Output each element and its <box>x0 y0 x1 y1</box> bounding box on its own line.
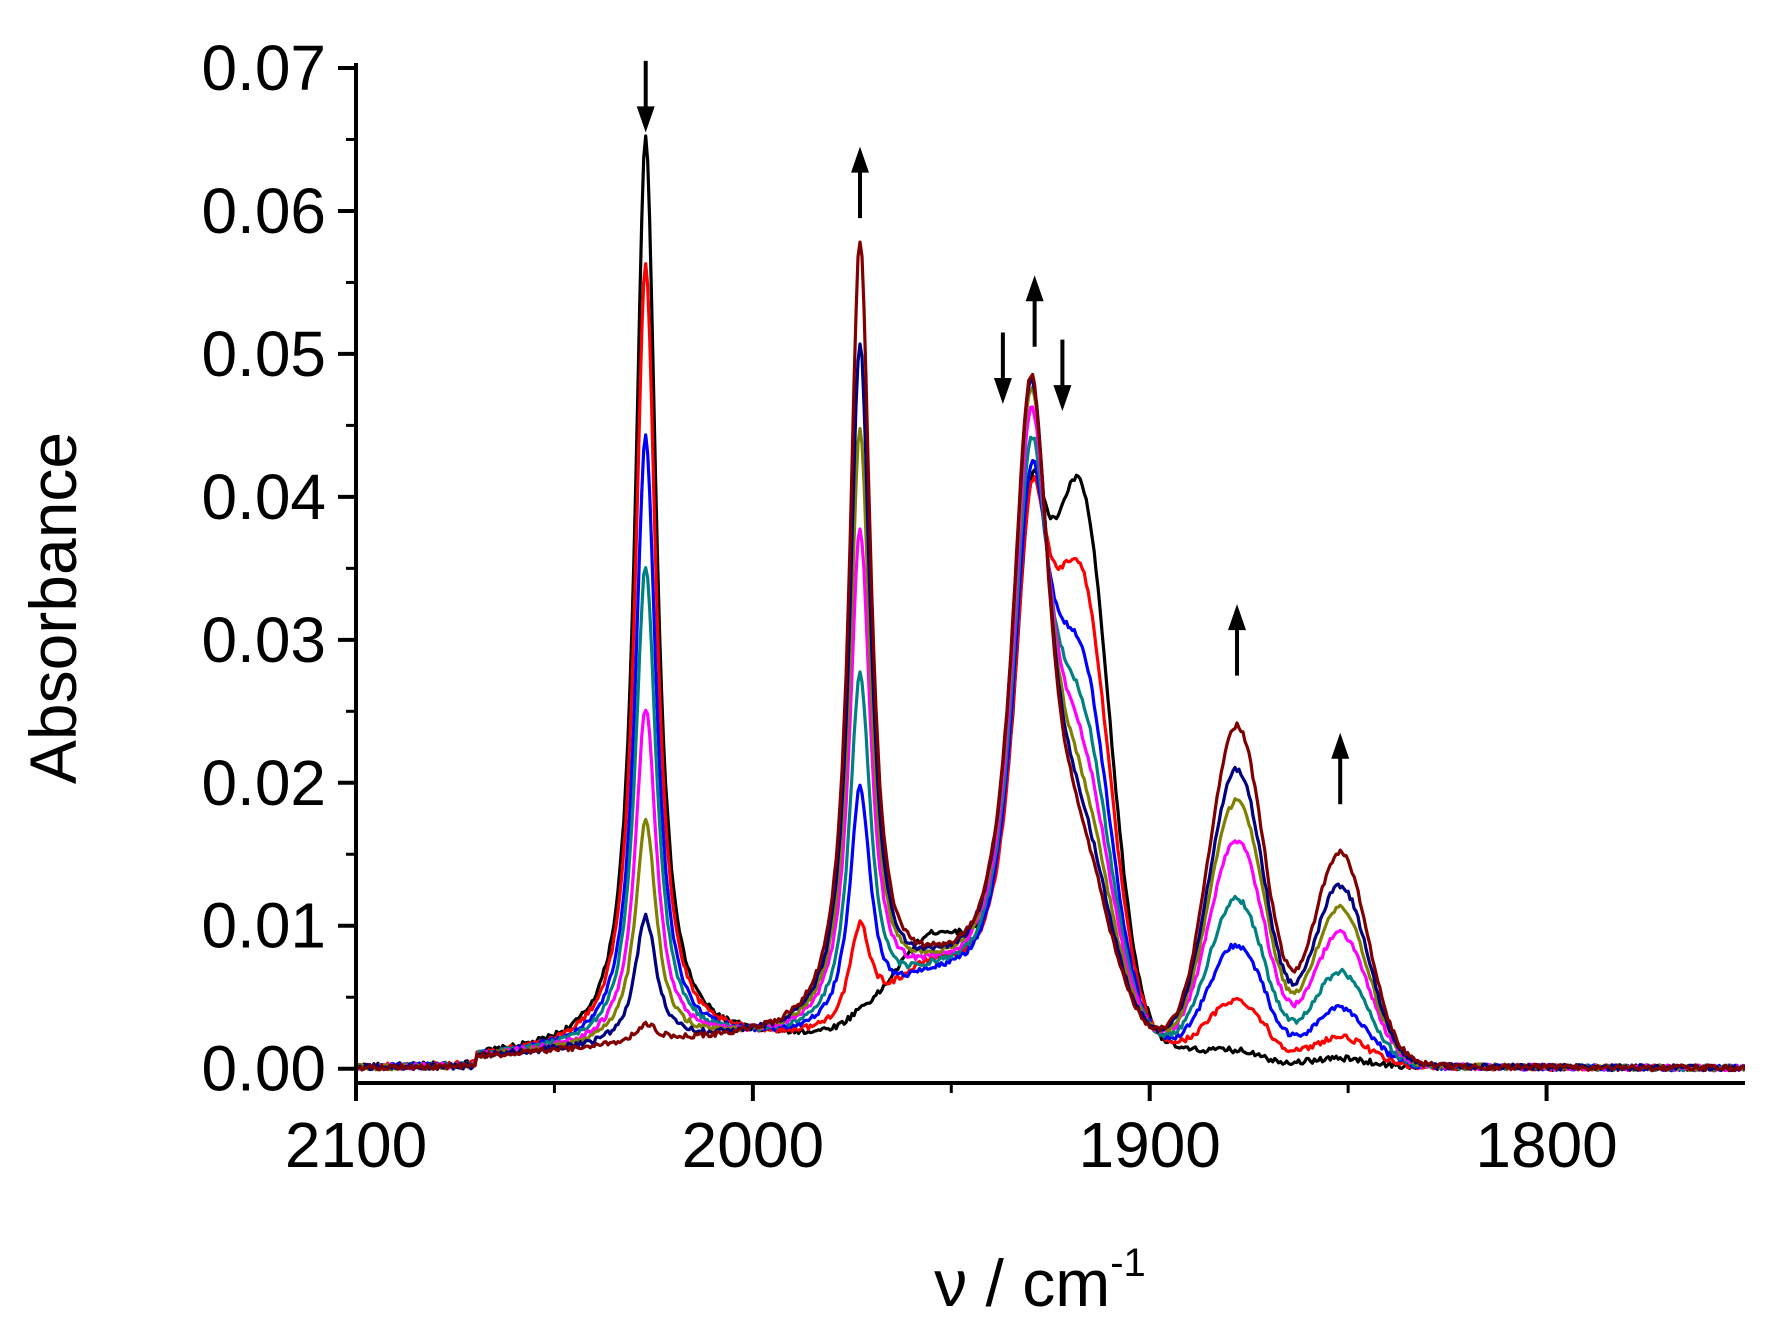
x-tick-label: 1800 <box>1475 1109 1617 1181</box>
series-line-2 <box>355 262 1745 1073</box>
y-tick-label: 0.06 <box>201 175 326 247</box>
x-tick-label: 1900 <box>1079 1109 1221 1181</box>
x-tick-label: 2000 <box>682 1109 824 1181</box>
y-tick-label: 0.02 <box>201 747 326 819</box>
y-tick-label: 0.03 <box>201 604 326 676</box>
y-tick-label: 0.05 <box>201 318 326 390</box>
arrow-up-2 <box>851 146 870 219</box>
x-axis-label: ν / cm-1 <box>934 1241 1146 1319</box>
spectrum-series <box>354 134 1745 1073</box>
series-line-3 <box>355 433 1745 1073</box>
x-tick-label: 2100 <box>285 1109 427 1181</box>
series-line-8 <box>355 240 1745 1073</box>
arrow-down-5 <box>1053 339 1072 412</box>
arrow-down-3 <box>993 332 1012 404</box>
y-tick-label: 0.07 <box>201 32 326 104</box>
y-tick-label: 0.01 <box>201 890 326 962</box>
tick-labels: 0.00 0.01 0.02 0.03 0.04 0.05 0.06 0.07 2100 2000… <box>201 32 1617 1181</box>
arrow-up-7 <box>1331 732 1350 805</box>
y-axis-label: Absorbance <box>16 432 90 784</box>
peak-arrows <box>636 60 1350 805</box>
series-line-7 <box>355 342 1745 1073</box>
series-line-4 <box>354 435 1745 1073</box>
arrow-up-4 <box>1025 275 1044 347</box>
arrow-up-6 <box>1228 604 1247 676</box>
series-line-5 <box>354 405 1745 1073</box>
series-line-6 <box>355 385 1745 1073</box>
y-tick-label: 0.00 <box>201 1033 326 1105</box>
arrow-down-1 <box>636 60 655 133</box>
y-tick-label: 0.04 <box>201 461 326 533</box>
axes <box>338 63 1745 1101</box>
